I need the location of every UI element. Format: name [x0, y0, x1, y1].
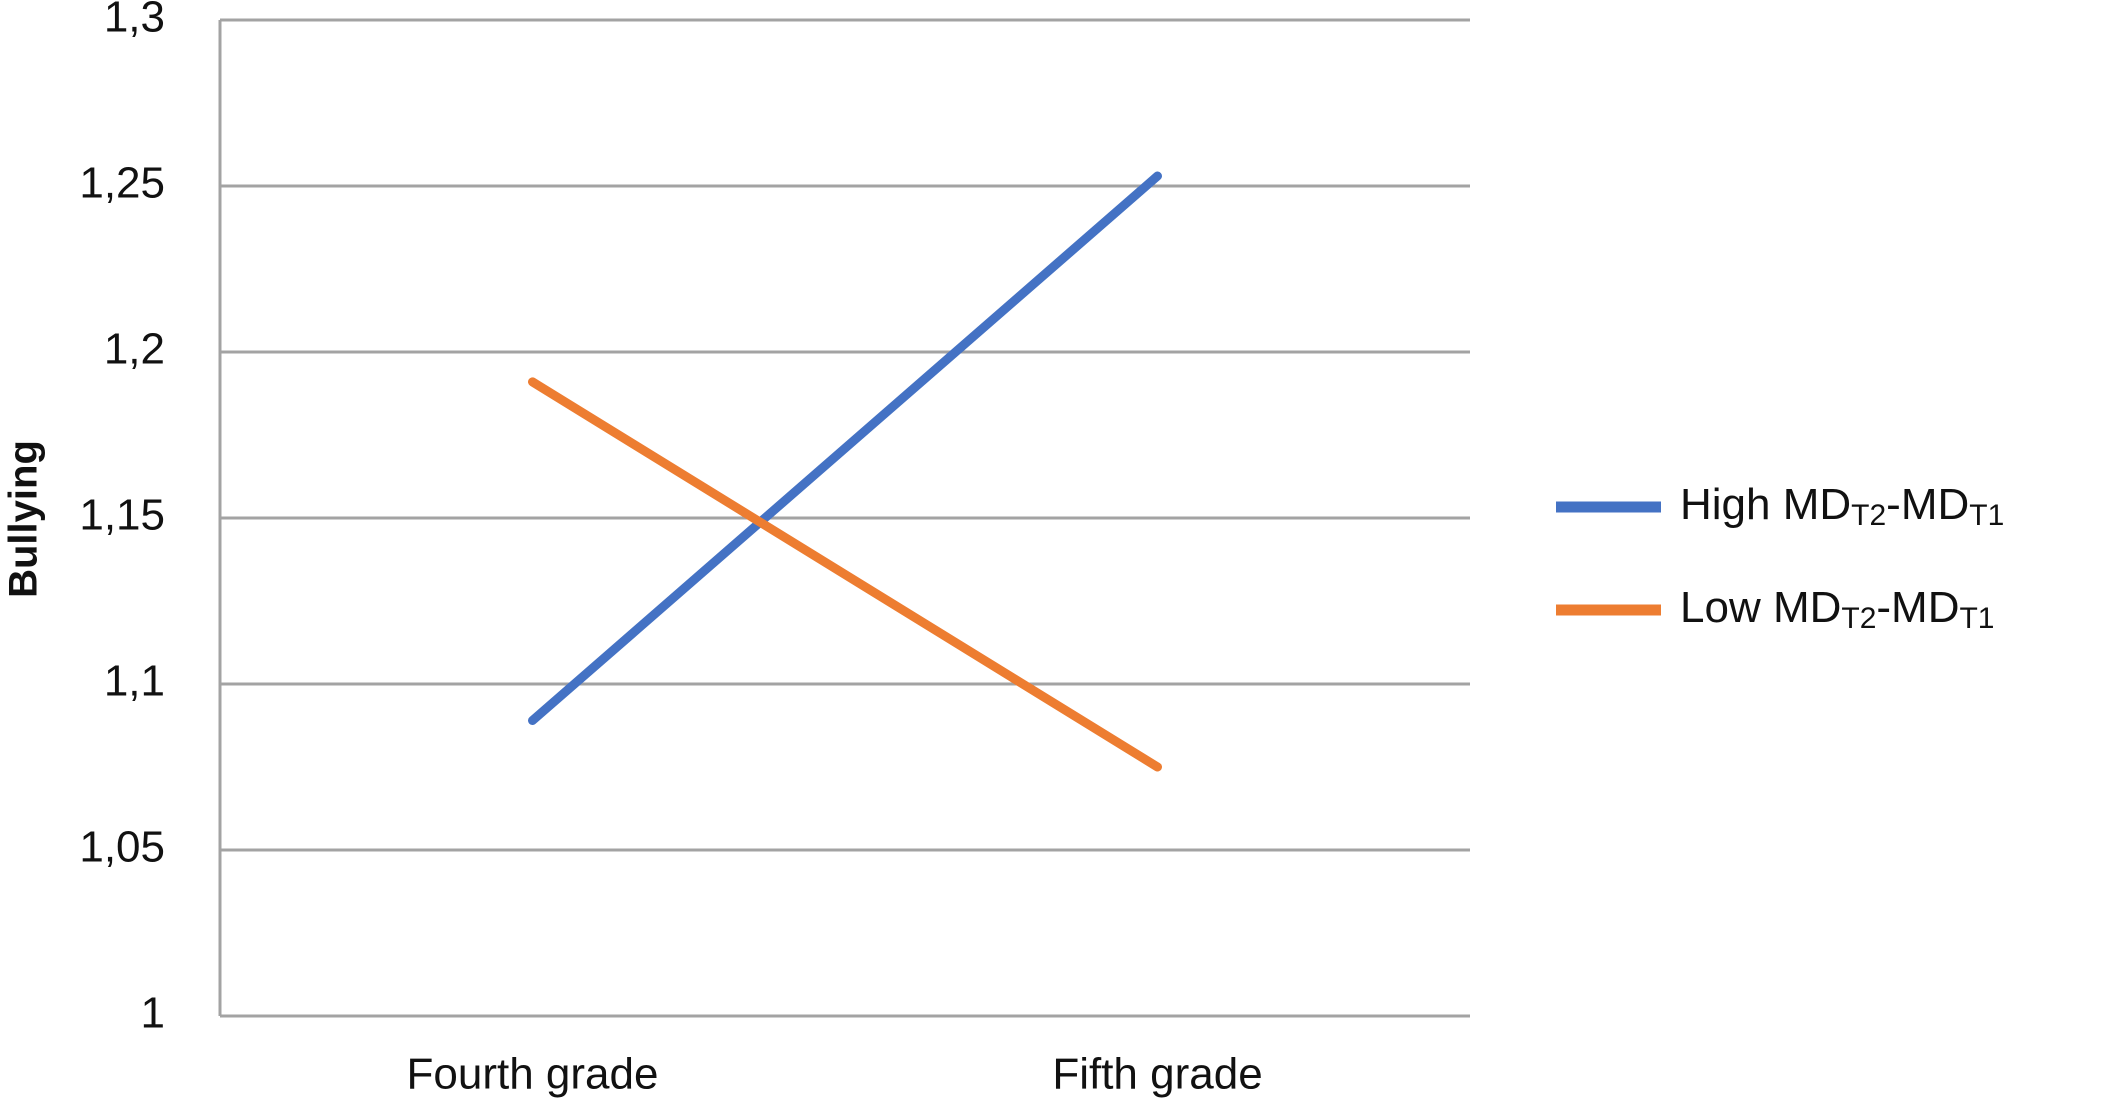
y-tick-label: 1: [141, 989, 165, 1038]
legend-label: Low MDT2-MDT1: [1680, 583, 1995, 635]
legend-label: High MDT2-MDT1: [1680, 480, 2004, 532]
y-tick-label: 1,25: [79, 159, 165, 208]
x-tick-label: Fourth grade: [407, 1050, 659, 1099]
y-tick-label: 1,1: [104, 657, 165, 706]
series-line: [528, 377, 1162, 772]
y-tick-label: 1,3: [104, 0, 165, 42]
x-tick-label: Fifth grade: [1052, 1050, 1262, 1099]
series-line: [528, 171, 1162, 726]
y-tick-label: 1,05: [79, 823, 165, 872]
y-axis-title: Bullying: [2, 440, 46, 598]
y-tick-label: 1,15: [79, 491, 165, 540]
y-tick-label: 1,2: [104, 325, 165, 374]
